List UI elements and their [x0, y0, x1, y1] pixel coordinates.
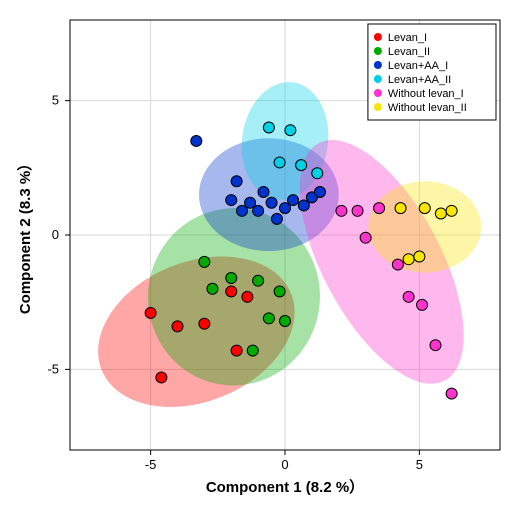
- x-tick-label: 0: [281, 457, 288, 472]
- point-levan_aa_ii: [274, 157, 285, 168]
- point-levan_aa_i: [258, 187, 269, 198]
- legend-marker-levan_i: [374, 33, 382, 41]
- y-axis-label: Component 2 (8.3 %）: [16, 156, 34, 314]
- point-levan_aa_i: [314, 187, 325, 198]
- point-without_levan_ii: [414, 251, 425, 262]
- point-levan_i: [199, 318, 210, 329]
- point-levan_aa_i: [288, 195, 299, 206]
- legend-label-levan_aa_i: Levan+AA_I: [388, 60, 448, 72]
- point-levan_aa_ii: [312, 168, 323, 179]
- point-without_levan_i: [374, 203, 385, 214]
- legend-label-levan_ii: Levan_II: [388, 46, 430, 58]
- figure: -5 0 5 -5 0 5 Component 1 (8.2 %） Component 2 (…: [0, 0, 520, 505]
- legend-label-without_levan_i: Without levan_I: [388, 88, 464, 100]
- point-without_levan_i: [392, 259, 403, 270]
- x-tick-label: -5: [145, 457, 157, 472]
- point-levan_i: [231, 345, 242, 356]
- point-levan_aa_i: [231, 176, 242, 187]
- point-without_levan_i: [360, 232, 371, 243]
- point-without_levan_i: [403, 291, 414, 302]
- legend-label-levan_i: Levan_I: [388, 32, 427, 44]
- legend-label-levan_aa_ii: Levan+AA_II: [388, 74, 451, 86]
- point-without_levan_i: [336, 205, 347, 216]
- legend: Levan_I Levan_II Levan+AA_I Levan+AA_II With…: [368, 24, 496, 120]
- point-levan_i: [226, 286, 237, 297]
- point-without_levan_ii: [403, 254, 414, 265]
- point-levan_aa_ii: [285, 125, 296, 136]
- point-levan_aa_i: [237, 205, 248, 216]
- y-tick-label: 0: [52, 227, 59, 242]
- point-levan_ii: [280, 316, 291, 327]
- legend-marker-levan_ii: [374, 47, 382, 55]
- point-levan_aa_i: [253, 205, 264, 216]
- x-axis-label: Component 1 (8.2 %）: [206, 478, 364, 496]
- point-levan_i: [242, 291, 253, 302]
- point-levan_i: [172, 321, 183, 332]
- point-levan_ii: [199, 256, 210, 267]
- point-without_levan_ii: [435, 208, 446, 219]
- point-levan_ii: [207, 283, 218, 294]
- point-levan_i: [145, 307, 156, 318]
- point-levan_aa_i: [266, 197, 277, 208]
- point-levan_aa_i: [226, 195, 237, 206]
- point-levan_ii: [247, 345, 258, 356]
- point-levan_aa_ii: [263, 122, 274, 133]
- point-without_levan_ii: [419, 203, 430, 214]
- scatter-plot: -5 0 5 -5 0 5 Component 1 (8.2 %） Component 2 (…: [0, 0, 520, 505]
- point-without_levan_ii: [395, 203, 406, 214]
- point-levan_ii: [263, 313, 274, 324]
- point-levan_ii: [274, 286, 285, 297]
- point-levan_ii: [226, 273, 237, 284]
- legend-marker-without_levan_i: [374, 89, 382, 97]
- point-levan_ii: [253, 275, 264, 286]
- point-without_levan_i: [352, 205, 363, 216]
- point-without_levan_i: [430, 340, 441, 351]
- legend-marker-levan_aa_i: [374, 61, 382, 69]
- legend-label-without_levan_ii: Without levan_II: [388, 102, 467, 114]
- point-levan_i: [156, 372, 167, 383]
- point-levan_aa_i: [191, 135, 202, 146]
- point-levan_aa_ii: [296, 160, 307, 171]
- point-levan_aa_i: [271, 213, 282, 224]
- y-tick-label: -5: [47, 361, 59, 376]
- point-without_levan_ii: [446, 205, 457, 216]
- point-without_levan_i: [446, 388, 457, 399]
- x-tick-label: 5: [416, 457, 423, 472]
- legend-marker-levan_aa_ii: [374, 75, 382, 83]
- point-without_levan_i: [417, 299, 428, 310]
- legend-marker-without_levan_ii: [374, 103, 382, 111]
- y-tick-label: 5: [52, 93, 59, 108]
